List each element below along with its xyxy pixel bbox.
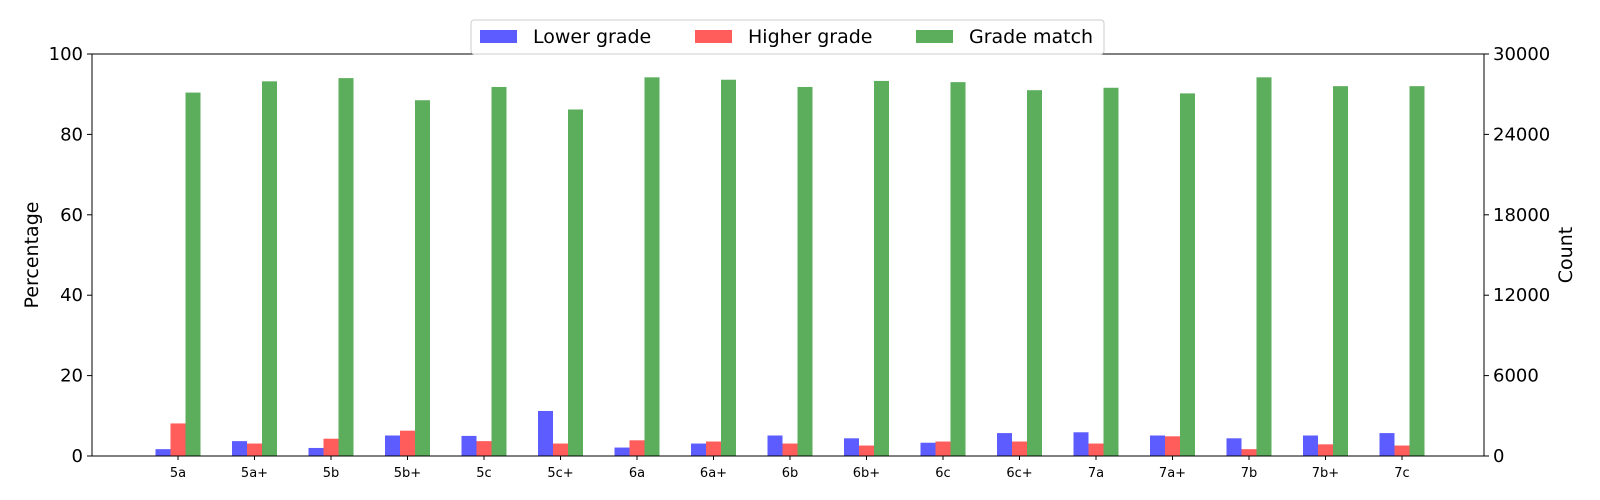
bar-grade-match-6a+ [721,79,736,456]
legend-label: Lower grade [533,26,651,48]
legend-item-higher-grade: Higher grade [695,26,872,48]
bar-lower-grade-6b+ [844,438,859,456]
bar-lower-grade-7a+ [1150,435,1165,456]
bar-lower-grade-6c+ [997,433,1012,456]
bar-lower-grade-5c+ [538,410,553,456]
bar-lower-grade-6b [767,435,783,456]
bar-higher-grade-7a [1088,443,1104,456]
bar-grade-match-7a+ [1180,93,1195,457]
legend-item-grade-match: Grade match [916,26,1093,48]
x-tick-label: 5a [170,466,186,481]
bar-higher-grade-7a+ [1165,436,1180,456]
bar-grade-match-7b+ [1333,86,1348,456]
bar-higher-grade-5c+ [553,443,568,456]
bar-grade-match-6c+ [1027,90,1042,457]
bar-higher-grade-5b+ [400,430,415,456]
bar-grade-match-5c [491,86,507,457]
right-y-axis: 0 6000 12000 18000 24000 30000 [1484,44,1550,467]
bar-grade-match-5a [185,92,201,456]
bar-lower-grade-5b+ [385,435,400,456]
bar-lower-grade-6a [614,447,630,456]
x-tick-label: 6a+ [700,466,727,481]
bar-higher-grade-7c [1394,445,1410,456]
bar-grade-match-7b [1256,77,1272,456]
legend-swatch [695,30,732,43]
bar-higher-grade-5c [476,441,492,456]
legend: Lower grade Higher grade Grade match [470,19,1105,55]
bar-higher-grade-6c+ [1012,441,1027,456]
bar-lower-grade-7c [1379,433,1395,456]
x-tick-label: 7a+ [1159,466,1186,481]
y-tick-label: 100 [49,44,83,65]
left-y-axis: 0 20 40 60 80 100 [49,44,92,467]
legend-label: Higher grade [748,26,872,48]
x-tick-label: 6b [782,466,799,481]
bar-lower-grade-7b [1226,438,1242,456]
bar-grade-match-5b+ [415,100,430,456]
plot-frame [91,53,1485,457]
bar-lower-grade-7b+ [1303,435,1318,456]
x-axis: 5a 5a+ 5b 5b+ 5c 5c+ 6a 6a+ 6b 6b+ 6c 6c+ 7a 7a+ 7b 7b+… [170,456,1410,481]
bar-grade-match-5a+ [262,81,277,456]
x-tick-label: 5b [323,466,340,481]
y-tick-label: 0 [72,446,83,467]
bar-higher-grade-7b [1241,449,1257,456]
bar-grade-match-6b+ [874,80,889,457]
legend-box [470,19,1105,55]
bar-lower-grade-6c [920,442,936,456]
bar-higher-grade-6b+ [859,445,874,456]
bar-higher-grade-6a [629,440,645,456]
bars-layer [155,77,1425,457]
y-tick-label: 40 [60,285,83,306]
legend-swatch [916,30,953,43]
bar-higher-grade-6b [782,443,798,456]
x-tick-label: 7b+ [1312,466,1339,481]
x-tick-label: 5b+ [394,466,421,481]
y2-tick-label: 12000 [1493,285,1550,306]
bar-higher-grade-5b [323,438,339,456]
y-tick-label: 80 [60,124,83,145]
bar-grade-match-5c+ [568,109,583,456]
bar-higher-grade-7b+ [1318,444,1333,456]
legend-item-lower-grade: Lower grade [480,26,651,48]
bar-lower-grade-5b [308,447,324,456]
bar-lower-grade-6a+ [691,443,706,456]
bar-lower-grade-5a+ [232,441,247,456]
bar-grade-match-6a [644,77,660,456]
x-tick-label: 5c+ [547,466,573,481]
bar-lower-grade-5a [155,449,171,456]
legend-swatch [480,30,517,43]
x-tick-label: 6b+ [853,466,880,481]
y2-axis-title: Count [1555,227,1577,283]
y2-tick-label: 6000 [1493,366,1539,387]
bar-grade-match-6b [797,86,813,457]
bar-higher-grade-5a+ [247,443,262,456]
x-tick-label: 7c [1394,466,1409,481]
x-tick-label: 7b [1241,466,1258,481]
x-tick-label: 6c+ [1006,466,1032,481]
bar-higher-grade-5a [170,423,186,456]
y-axis-title: Percentage [21,202,43,309]
bar-higher-grade-6a+ [706,441,721,456]
x-tick-label: 5c [476,466,491,481]
bar-grade-match-7c [1409,86,1425,456]
x-tick-label: 6c [935,466,950,481]
bar-grade-match-5b [338,78,354,457]
bar-grade-match-6c [950,82,966,456]
bar-lower-grade-7a [1073,432,1089,456]
y-tick-label: 60 [60,205,83,226]
bar-lower-grade-5c [461,435,477,456]
y2-tick-label: 18000 [1493,205,1550,226]
y2-tick-label: 0 [1493,446,1504,467]
bar-higher-grade-6c [935,441,951,456]
bar-grade-match-7a [1103,87,1119,456]
x-tick-label: 7a [1088,466,1104,481]
legend-label: Grade match [969,26,1093,48]
x-tick-label: 5a+ [241,466,268,481]
x-tick-label: 6a [629,466,645,481]
y-tick-label: 20 [60,366,83,387]
y2-tick-label: 30000 [1493,44,1550,65]
y2-tick-label: 24000 [1493,124,1550,145]
